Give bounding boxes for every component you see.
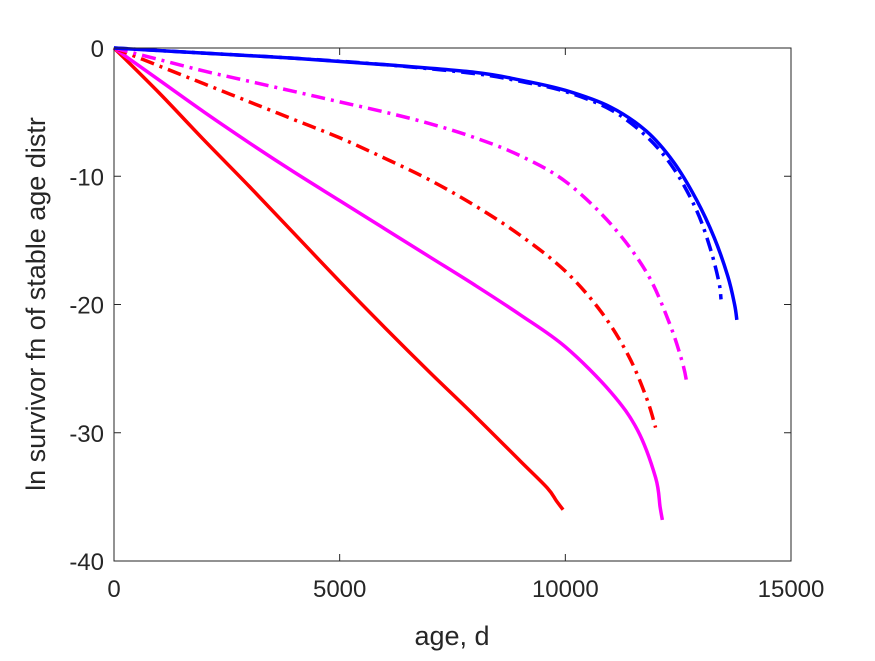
y-tick-label: -40 bbox=[69, 549, 104, 576]
x-axis-label: age, d bbox=[414, 621, 489, 651]
series-layer bbox=[112, 46, 739, 521]
tick-layer: 0 5000 10000 15000 0 -10 -20 -30 -40 bbox=[69, 36, 824, 603]
y-tick-label: -30 bbox=[69, 421, 104, 448]
series-line-6 bbox=[113, 46, 739, 321]
y-tick-label: -10 bbox=[69, 164, 104, 191]
x-tick-label: 0 bbox=[107, 576, 120, 603]
series-line-4 bbox=[113, 46, 689, 386]
x-tick-label: 5000 bbox=[313, 576, 366, 603]
x-tick-label: 15000 bbox=[758, 576, 825, 603]
x-tick-label: 10000 bbox=[532, 576, 599, 603]
series-line-2 bbox=[112, 46, 665, 521]
plot-area bbox=[114, 48, 791, 561]
y-axis-label: ln survivor fn of stable age distr bbox=[21, 117, 51, 491]
y-tick-label: 0 bbox=[91, 36, 104, 63]
y-tick-label: -20 bbox=[69, 293, 104, 320]
series-line-1 bbox=[112, 46, 565, 511]
